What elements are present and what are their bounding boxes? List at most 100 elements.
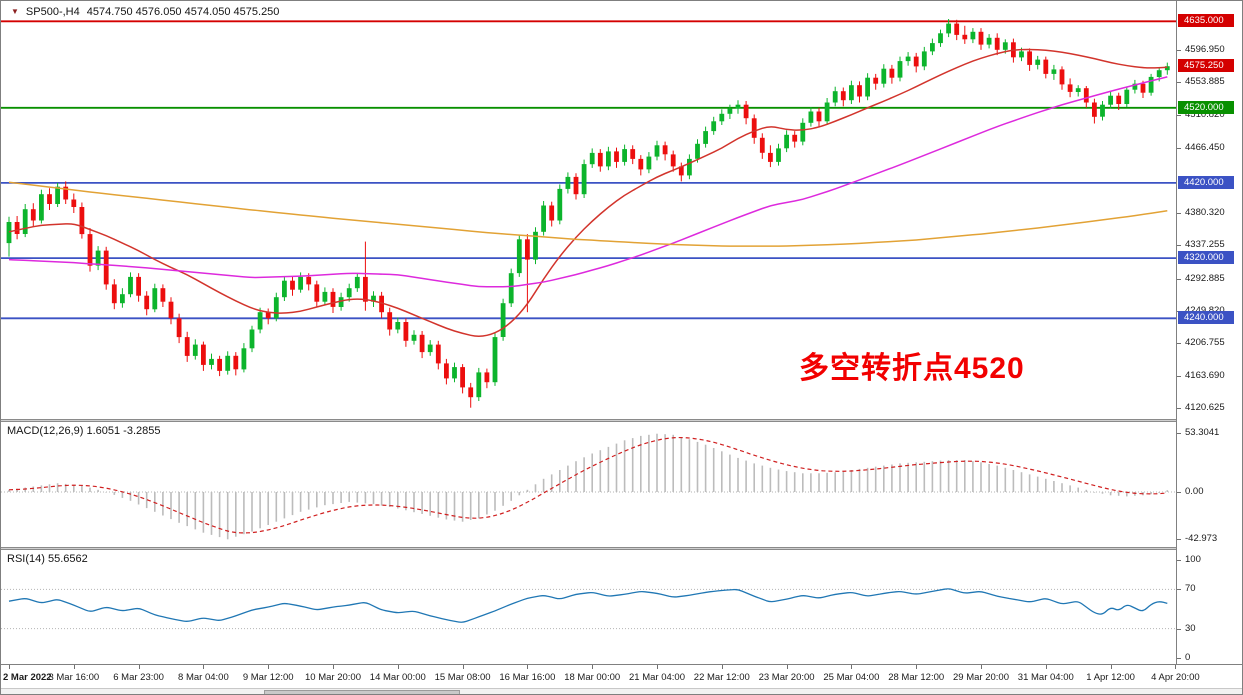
candle-body <box>282 280 287 298</box>
candle-body <box>1124 89 1130 104</box>
macd-histogram-bar <box>550 474 553 492</box>
price-tick-label: 4596.950 <box>1185 43 1225 55</box>
candle-body <box>1043 59 1049 74</box>
candle-body <box>905 56 911 62</box>
macd-histogram-bar <box>1012 470 1015 492</box>
axis-tick-mark <box>1177 539 1181 541</box>
macd-histogram-bar <box>599 450 602 492</box>
axis-tick-mark <box>1177 589 1181 591</box>
candle-body <box>970 31 976 40</box>
candle-body <box>678 166 684 176</box>
macd-histogram-bar <box>737 457 739 492</box>
time-tick-label: 9 Mar 12:00 <box>242 672 294 683</box>
candle-body <box>865 77 870 97</box>
rsi-panel[interactable]: RSI(14) 55.6562 <box>1 550 1176 664</box>
candle-body <box>387 312 393 330</box>
macd-histogram-bar <box>899 463 901 492</box>
candle-body <box>662 145 668 155</box>
macd-panel[interactable]: MACD(12,26,9) 1.6051 -3.2855 <box>1 422 1176 547</box>
panel-separator[interactable] <box>1 419 1242 422</box>
macd-histogram-bar <box>113 492 116 495</box>
symbol-marker-icon[interactable]: ▼ <box>11 7 19 16</box>
axis-tick-mark <box>1177 343 1181 345</box>
candle-body <box>1148 76 1154 93</box>
time-tick-mark <box>592 665 594 669</box>
candle-body <box>427 344 433 353</box>
time-tick-mark <box>138 665 140 669</box>
candle-body <box>152 288 158 310</box>
candle-body <box>978 31 984 45</box>
time-axis[interactable]: 2 Mar 2022 3 Mar 16:00 6 Mar 23:00 8 Mar 04… <box>1 664 1242 688</box>
candle-body <box>233 355 239 370</box>
price-axis[interactable]: 4596.950 4553.885 4510.820 4466.450 4380.320… <box>1176 1 1242 664</box>
macd-histogram-bar <box>575 461 577 492</box>
macd-histogram-bar <box>405 492 407 511</box>
candle-body <box>111 284 117 304</box>
panel-separator[interactable] <box>1 547 1242 550</box>
candle-body <box>1083 88 1089 103</box>
time-tick-mark <box>786 665 788 669</box>
candle-body <box>1100 104 1105 117</box>
macd-histogram-bar <box>1069 485 1071 492</box>
macd-histogram-bar <box>243 492 245 535</box>
macd-histogram-bar <box>324 492 326 506</box>
candle-body <box>265 312 271 319</box>
price-line-badge: 4575.250 <box>1178 59 1234 73</box>
macd-plot[interactable] <box>1 422 1176 547</box>
time-tick-label: 15 Mar 08:00 <box>434 672 491 683</box>
macd-histogram-bar <box>810 473 812 492</box>
candle-body <box>606 151 611 167</box>
price-tick-label: 4466.450 <box>1185 142 1225 153</box>
price-line-badge: 4520.000 <box>1178 100 1234 114</box>
macd-histogram-bar <box>445 492 448 520</box>
macd-histogram-bar <box>251 492 253 532</box>
macd-histogram-bar <box>194 492 197 530</box>
candle-body <box>1067 84 1073 92</box>
macd-histogram-bar <box>89 487 91 492</box>
macd-histogram-bar <box>421 492 423 514</box>
scrollbar-thumb[interactable] <box>264 690 460 694</box>
macd-histogram-bar <box>1028 474 1031 492</box>
candle-body <box>614 151 619 162</box>
candle-body <box>136 276 141 296</box>
main-chart-panel[interactable]: ▼ SP500-,H4 4574.750 4576.050 4574.050 4… <box>1 1 1176 419</box>
macd-histogram-bar <box>534 484 537 492</box>
macd-histogram-bar <box>275 492 278 522</box>
macd-signal-line <box>8 436 1168 534</box>
candle-body <box>946 23 951 34</box>
macd-histogram-bar <box>802 473 804 492</box>
candlestick-plot[interactable] <box>1 1 1176 419</box>
macd-histogram-bar <box>235 492 237 537</box>
candle-body <box>1092 102 1097 117</box>
macd-histogram-bar <box>356 492 359 503</box>
chart-legend: ▼ SP500-,H4 4574.750 4576.050 4574.050 4… <box>11 6 279 18</box>
time-tick-label: 22 Mar 12:00 <box>693 672 750 683</box>
axis-tick-mark <box>1177 212 1181 214</box>
candle-body <box>930 43 935 52</box>
macd-histogram-bar <box>567 465 569 492</box>
macd-histogram-bar <box>348 492 350 502</box>
candle-body <box>897 61 903 78</box>
rsi-plot[interactable] <box>1 550 1176 664</box>
macd-histogram-bar <box>939 460 942 492</box>
time-tick-label: 2 Mar 2022 <box>3 672 52 683</box>
time-tick-mark <box>1110 665 1112 669</box>
candle-body <box>411 334 417 341</box>
price-tick-label: 4163.690 <box>1185 369 1225 381</box>
macd-histogram-bar <box>915 462 917 492</box>
candle-body <box>589 152 595 165</box>
horizontal-scrollbar[interactable] <box>1 688 1242 694</box>
candle-body <box>597 152 603 167</box>
price-tick-label: 70 <box>1185 583 1196 595</box>
annotation-text[interactable]: 多空转折点4520 <box>799 352 1025 385</box>
time-tick-mark <box>203 665 205 669</box>
candle-body <box>687 158 692 176</box>
candle-body <box>516 239 522 274</box>
time-tick-label: 16 Mar 16:00 <box>499 672 556 683</box>
macd-histogram-bar <box>704 444 707 492</box>
macd-histogram-bar <box>48 484 51 492</box>
candle-body <box>954 23 960 35</box>
macd-histogram-bar <box>826 472 828 493</box>
candle-body <box>71 199 77 207</box>
time-tick-mark <box>73 665 75 669</box>
